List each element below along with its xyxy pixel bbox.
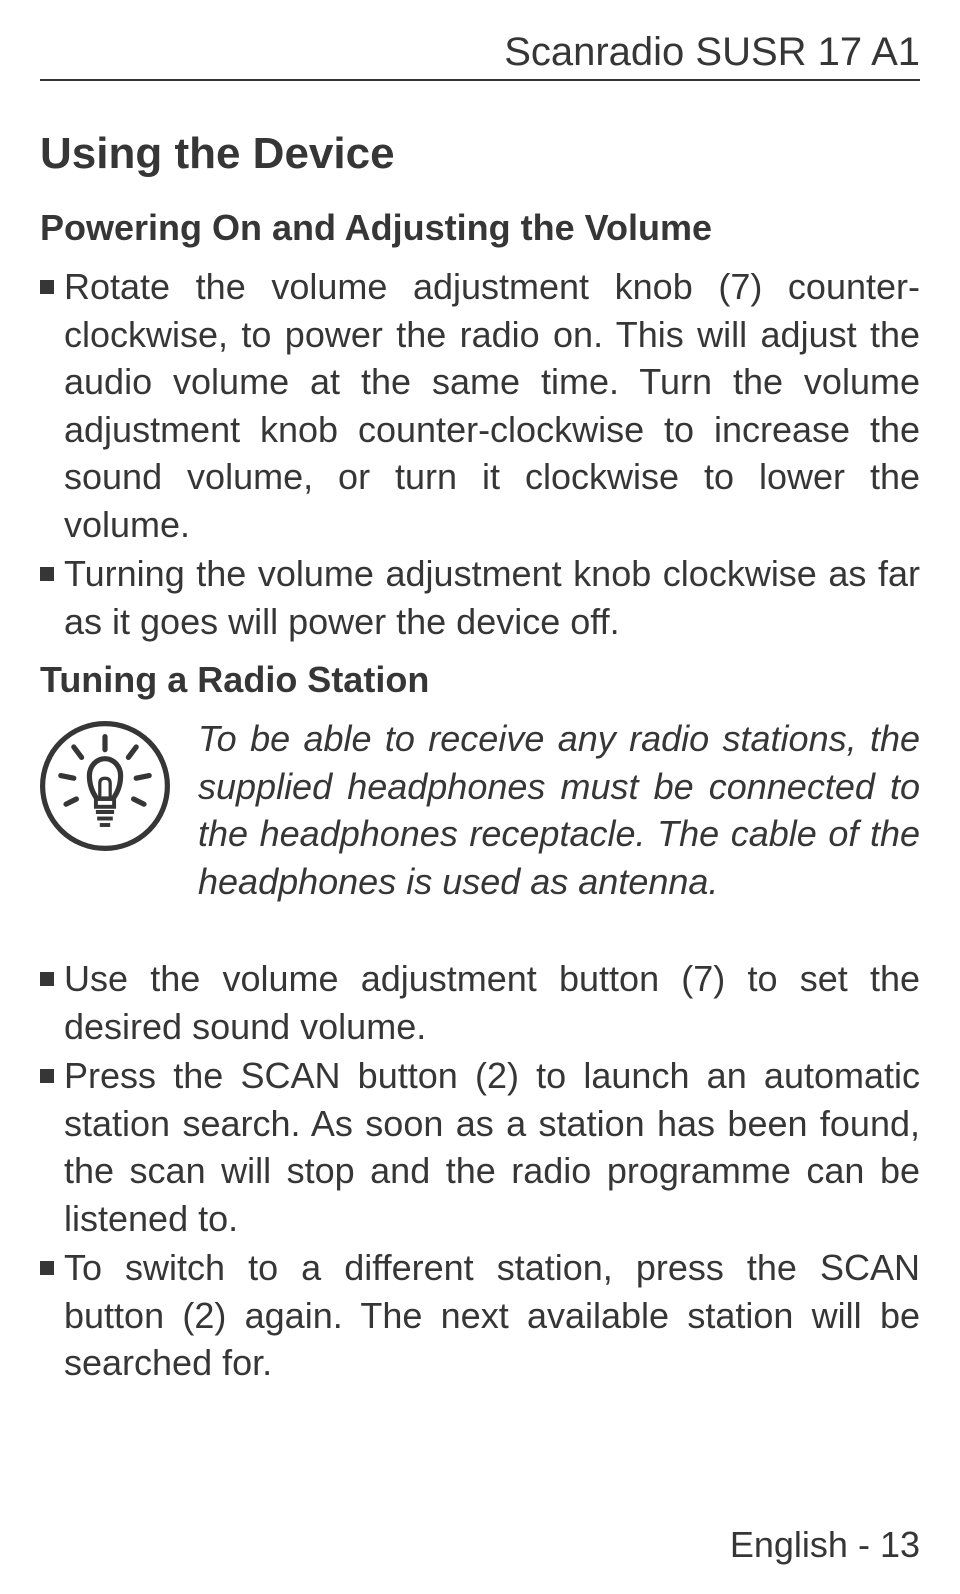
page-title: Using the Device (40, 129, 920, 179)
lightbulb-tip-icon (40, 721, 170, 851)
product-name: Scanradio SUSR 17 A1 (504, 30, 920, 75)
header-rule: Scanradio SUSR 17 A1 (40, 30, 920, 81)
bullet-text: To switch to a different station, press … (64, 1244, 920, 1387)
bullet-text: Turning the volume adjustment knob clock… (64, 550, 920, 645)
bullet-item: Press the SCAN button (2) to launch an a… (40, 1052, 920, 1242)
bullet-item: Turning the volume adjustment knob clock… (40, 550, 920, 645)
bullet-item: Rotate the volume adjustment knob (7) co… (40, 263, 920, 548)
bullet-marker-icon (40, 280, 54, 294)
page-footer: English - 13 (730, 1524, 920, 1566)
bullet-item: To switch to a different station, press … (40, 1244, 920, 1387)
info-note-box: To be able to receive any radio stations… (40, 715, 920, 905)
bullet-marker-icon (40, 1261, 54, 1275)
bullet-marker-icon (40, 567, 54, 581)
section1-bullets: Rotate the volume adjustment knob (7) co… (40, 263, 920, 645)
bullet-marker-icon (40, 972, 54, 986)
bullet-marker-icon (40, 1069, 54, 1083)
bullet-text: Rotate the volume adjustment knob (7) co… (64, 263, 920, 548)
bullet-text: Press the SCAN button (2) to launch an a… (64, 1052, 920, 1242)
bullet-text: Use the volume adjustment button (7) to … (64, 955, 920, 1050)
footer-language: English (730, 1524, 848, 1565)
bullet-item: Use the volume adjustment button (7) to … (40, 955, 920, 1050)
footer-page-number: 13 (880, 1524, 920, 1565)
section-heading-tuning: Tuning a Radio Station (40, 659, 920, 701)
section-heading-power: Powering On and Adjusting the Volume (40, 207, 920, 249)
section2-bullets: Use the volume adjustment button (7) to … (40, 955, 920, 1387)
info-note-text: To be able to receive any radio stations… (198, 715, 920, 905)
